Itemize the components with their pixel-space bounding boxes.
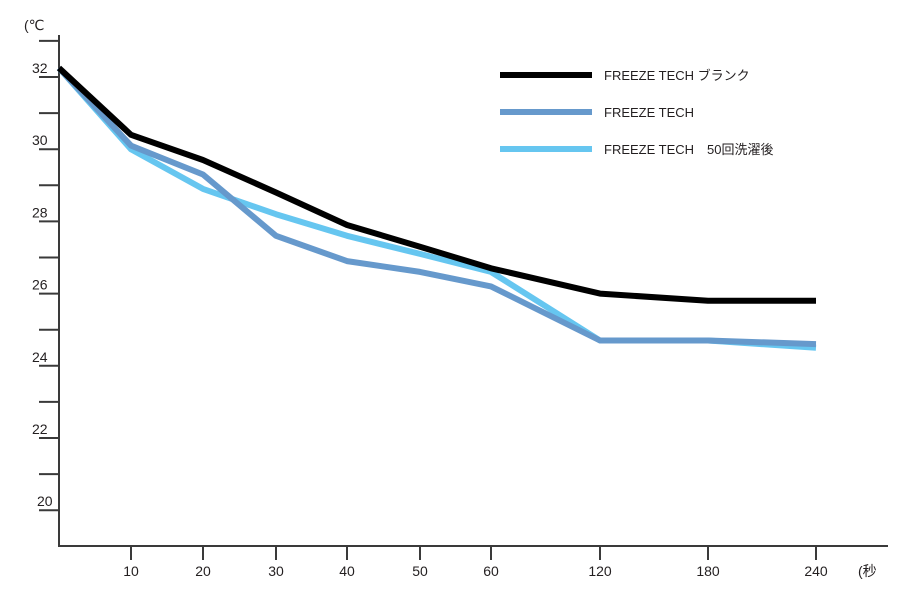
x-tick-label: 240	[804, 563, 828, 579]
y-tick-label: 30	[32, 132, 48, 148]
y-tick-label: 20	[37, 493, 53, 509]
axes-lines	[58, 35, 888, 547]
y-tick-label: 28	[32, 204, 48, 220]
legend-label: FREEZE TECH ブランク	[604, 68, 750, 83]
x-tick-label: 30	[268, 563, 284, 579]
x-tick-label: 60	[483, 563, 499, 579]
series-line-1	[56, 65, 817, 348]
x-tick-label: 40	[339, 563, 355, 579]
legend-label: FREEZE TECH 50回洗濯後	[604, 142, 774, 157]
x-tick-label: 20	[195, 563, 211, 579]
legend-label: FREEZE TECH	[604, 105, 694, 120]
y-tick-label: 24	[32, 349, 48, 365]
series-line-2	[56, 66, 817, 351]
y-axis-unit-label: (℃	[24, 17, 44, 33]
x-axis-unit-label: (秒	[858, 563, 877, 579]
x-tick-label: 10	[123, 563, 139, 579]
x-tick-label: 180	[696, 563, 720, 579]
y-tick-label: 22	[32, 421, 48, 437]
y-tick-label: 32	[32, 60, 48, 76]
x-tick-label: 120	[588, 563, 612, 579]
series-line-0	[56, 65, 816, 304]
x-tick-label: 50	[412, 563, 428, 579]
y-tick-label: 26	[32, 277, 48, 293]
